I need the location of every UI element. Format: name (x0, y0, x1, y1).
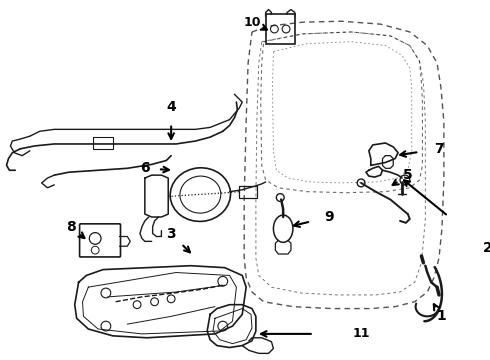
Text: 3: 3 (166, 226, 176, 240)
Text: 10: 10 (243, 16, 261, 29)
Text: 4: 4 (166, 100, 176, 114)
Text: 2: 2 (483, 241, 490, 255)
Text: 9: 9 (324, 210, 334, 224)
Text: 6: 6 (140, 161, 149, 175)
Text: 7: 7 (434, 142, 444, 156)
Text: 8: 8 (66, 220, 75, 234)
Text: 11: 11 (352, 327, 370, 341)
Text: 1: 1 (436, 309, 446, 323)
Text: 5: 5 (403, 168, 413, 182)
